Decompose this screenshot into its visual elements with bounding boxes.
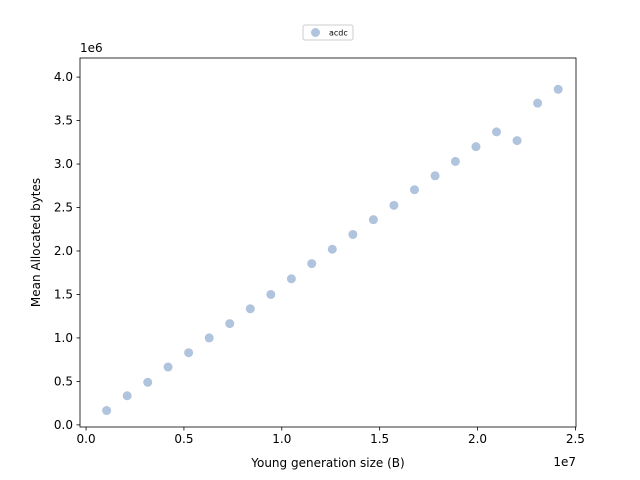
y-tick-label: 0.5 — [54, 374, 73, 388]
x-tick-label: 0.5 — [174, 432, 193, 446]
data-point — [143, 377, 153, 387]
data-point — [512, 136, 522, 146]
x-tick-label: 1.0 — [272, 432, 291, 446]
x-axis-offset-label: 1e7 — [553, 455, 576, 469]
x-tick-label: 0.0 — [77, 432, 96, 446]
y-axis-label: Mean Allocated bytes — [29, 178, 43, 307]
data-point — [204, 333, 214, 343]
x-axis-label: Young generation size (B) — [250, 456, 404, 470]
legend-label: acdc — [329, 29, 348, 38]
plot-area: 0.0 0.5 1.0 1.5 2.0 2.5 0.0 0.5 1.0 1.5 2.0 2.5 3.0 3… — [54, 57, 585, 446]
data-point — [410, 185, 420, 195]
y-tick-label: 2.5 — [54, 201, 73, 215]
data-point — [327, 244, 337, 254]
data-point — [553, 84, 563, 94]
x-tick-label: 1.5 — [370, 432, 389, 446]
y-tick-label: 3.5 — [54, 114, 73, 128]
y-tick-label: 2.0 — [54, 244, 73, 258]
data-point — [102, 406, 112, 416]
x-tick-label: 2.5 — [566, 432, 585, 446]
y-tick-label: 1.5 — [54, 287, 73, 301]
data-point — [471, 142, 481, 152]
data-point — [389, 200, 399, 210]
legend: acdc — [302, 24, 354, 41]
data-point — [286, 274, 296, 284]
axes-frame — [79, 57, 577, 428]
y-axis-offset-label: 1e6 — [80, 41, 103, 55]
data-point — [368, 215, 378, 225]
data-point — [225, 319, 235, 329]
data-point — [307, 259, 317, 269]
data-point — [266, 289, 276, 299]
y-tick-label: 0.0 — [54, 418, 73, 432]
y-tick-label: 1.0 — [54, 331, 73, 345]
data-point — [163, 362, 173, 372]
data-point — [533, 98, 543, 108]
data-point — [492, 127, 502, 137]
legend-marker — [311, 28, 320, 37]
x-tick-label: 2.0 — [468, 432, 487, 446]
data-point — [245, 304, 255, 314]
data-point — [430, 171, 440, 181]
y-tick-label: 3.0 — [54, 157, 73, 171]
data-point — [450, 156, 460, 166]
data-point — [184, 348, 194, 358]
data-point — [348, 229, 358, 239]
y-tick-label: 4.0 — [54, 70, 73, 84]
data-point — [122, 391, 132, 401]
